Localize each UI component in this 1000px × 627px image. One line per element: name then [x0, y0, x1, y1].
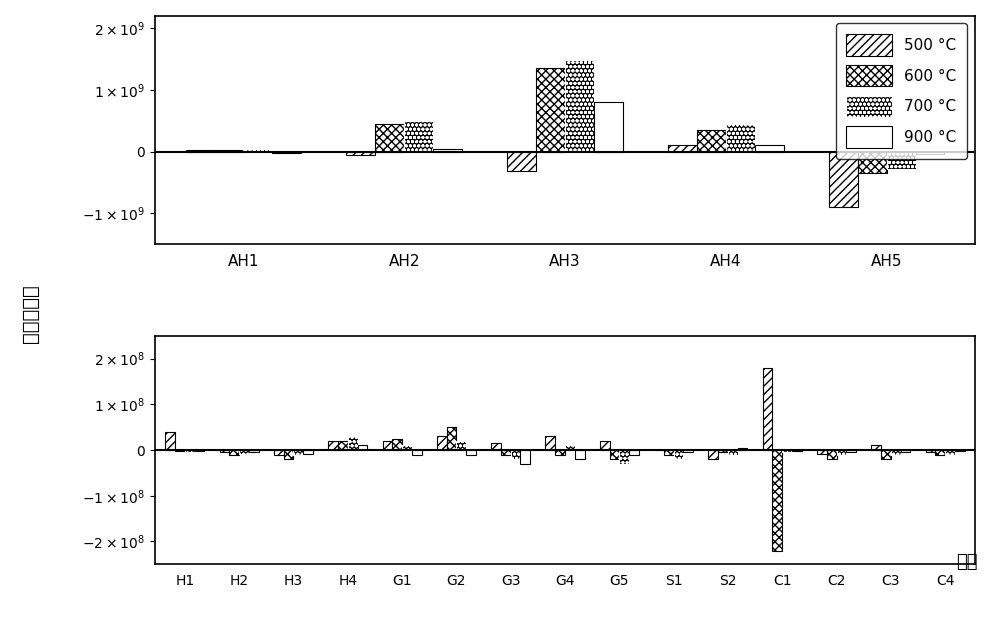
Bar	[249, 450, 259, 452]
Bar	[837, 450, 846, 455]
Bar	[214, 150, 243, 152]
Bar	[610, 450, 619, 459]
Bar	[346, 152, 375, 155]
Bar	[955, 450, 965, 451]
Bar	[185, 450, 195, 452]
Bar	[466, 450, 476, 455]
Bar	[708, 450, 718, 459]
Bar	[501, 450, 511, 455]
Bar	[871, 445, 881, 450]
Bar	[829, 152, 858, 207]
Bar	[239, 450, 249, 454]
Bar	[383, 441, 392, 450]
Bar	[935, 450, 945, 455]
Bar	[195, 450, 204, 451]
Bar	[284, 450, 293, 459]
Bar	[575, 450, 585, 459]
Bar	[846, 450, 856, 452]
Bar	[887, 152, 916, 169]
Bar	[338, 441, 348, 450]
Bar	[674, 450, 683, 459]
Bar	[545, 436, 555, 450]
Bar	[437, 436, 447, 450]
Bar	[728, 450, 738, 455]
Bar	[433, 149, 462, 152]
Bar	[274, 450, 284, 455]
Bar	[175, 450, 185, 451]
Bar	[817, 450, 827, 454]
Bar	[755, 145, 784, 152]
Text: 类型: 类型	[956, 553, 978, 571]
Bar	[456, 441, 466, 450]
Bar	[891, 450, 901, 455]
Bar	[718, 450, 728, 452]
Bar	[629, 450, 639, 455]
Bar	[328, 441, 338, 450]
Bar	[507, 152, 536, 171]
Bar	[619, 450, 629, 464]
Bar	[738, 448, 747, 450]
Bar	[782, 450, 792, 452]
Bar	[565, 445, 575, 450]
Bar	[520, 450, 530, 464]
Bar	[392, 438, 402, 450]
Bar	[375, 124, 404, 152]
Bar	[858, 152, 887, 173]
Bar	[726, 124, 755, 152]
Bar	[229, 450, 239, 455]
Bar	[901, 450, 910, 452]
Bar	[697, 130, 726, 152]
Bar	[243, 149, 272, 152]
Bar	[555, 450, 565, 455]
Bar	[792, 450, 802, 451]
Bar	[293, 450, 303, 455]
Bar	[881, 450, 891, 459]
Bar	[772, 450, 782, 551]
Bar	[165, 432, 175, 450]
Bar	[565, 60, 594, 152]
Legend: 500 °C, 600 °C, 700 °C, 900 °C: 500 °C, 600 °C, 700 °C, 900 °C	[836, 23, 967, 159]
Bar	[827, 450, 837, 459]
Bar	[763, 367, 772, 450]
Bar	[303, 450, 313, 454]
Bar	[402, 445, 412, 450]
Bar	[447, 427, 456, 450]
Bar	[594, 102, 623, 152]
Bar	[220, 450, 229, 452]
Bar	[358, 445, 367, 450]
Bar	[664, 450, 674, 455]
Bar	[926, 450, 935, 452]
Bar	[945, 450, 955, 455]
Bar	[412, 450, 422, 455]
Bar	[668, 145, 697, 152]
Bar	[511, 450, 520, 459]
Bar	[186, 150, 214, 152]
Bar	[916, 152, 944, 154]
Text: 峰面积差値: 峰面积差値	[20, 284, 40, 343]
Bar	[272, 152, 301, 154]
Bar	[491, 443, 501, 450]
Bar	[683, 450, 693, 452]
Bar	[600, 441, 610, 450]
Bar	[536, 68, 565, 152]
Bar	[348, 436, 358, 450]
Bar	[404, 121, 433, 152]
